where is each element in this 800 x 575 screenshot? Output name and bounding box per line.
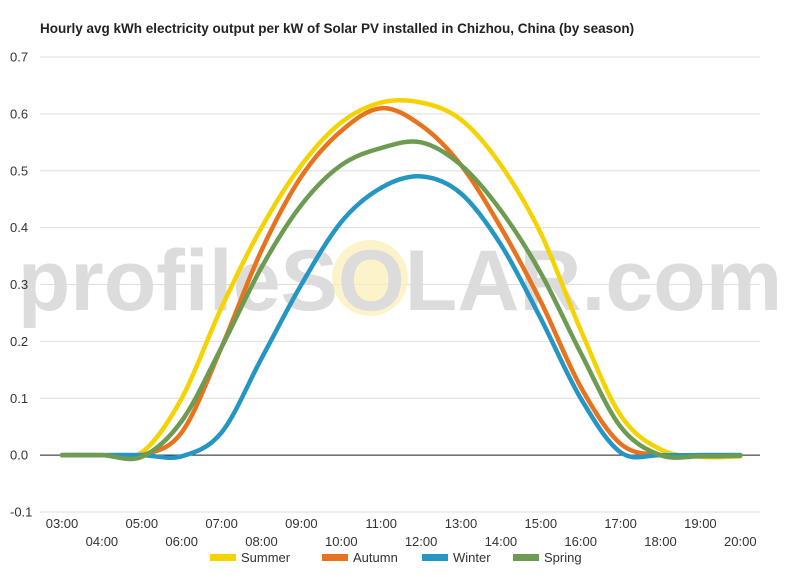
x-tick-label: 10:00 (325, 534, 358, 549)
watermark: profileSOLAR.com (18, 233, 783, 329)
legend: Summer Autumn Winter Spring (210, 550, 582, 565)
x-tick-label: 20:00 (724, 534, 757, 549)
legend-item-spring: Spring (513, 550, 582, 565)
legend-label: Winter (453, 550, 491, 565)
x-tick-label: 12:00 (405, 534, 438, 549)
x-tick-label: 14:00 (485, 534, 518, 549)
x-tick-label: 06:00 (165, 534, 198, 549)
y-tick-label: -0.1 (10, 505, 32, 520)
y-tick-label: 0.7 (10, 50, 28, 65)
legend-swatch (210, 554, 236, 561)
x-tick-label: 03:00 (46, 516, 79, 531)
x-tick-label: 18:00 (644, 534, 677, 549)
series-line-spring (59, 139, 743, 462)
legend-swatch (422, 554, 448, 561)
series-line-summer (59, 97, 743, 460)
x-tick-label: 04:00 (86, 534, 119, 549)
y-tick-label: 0.2 (10, 334, 28, 349)
y-tick-label: 0.5 (10, 163, 28, 178)
y-tick-label: 0.1 (10, 391, 28, 406)
x-tick-label: 16:00 (564, 534, 597, 549)
legend-item-summer: Summer (210, 550, 291, 565)
legend-swatch (513, 554, 539, 561)
legend-label: Autumn (353, 550, 398, 565)
legend-label: Summer (241, 550, 291, 565)
x-tick-label: 19:00 (684, 516, 717, 531)
x-tick-label: 11:00 (365, 516, 397, 531)
x-tick-label: 05:00 (126, 516, 159, 531)
x-tick-label: 17:00 (604, 516, 637, 531)
y-tick-label: 0.6 (10, 106, 28, 121)
y-tick-label: 0.4 (10, 220, 28, 235)
y-axis: -0.1 0.0 0.1 0.2 0.3 0.4 0.5 0.6 0.7 (10, 50, 32, 520)
x-tick-label: 13:00 (445, 516, 478, 531)
x-tick-label: 15:00 (525, 516, 558, 531)
chart-title: Hourly avg kWh electricity output per kW… (40, 21, 634, 36)
x-axis: 03:00 04:00 05:00 06:00 07:00 08:00 09:00 10:00… (46, 516, 757, 549)
x-tick-label: 08:00 (245, 534, 278, 549)
watermark-text: profileSOLAR.com (18, 233, 783, 329)
series-line-autumn (59, 105, 743, 460)
x-tick-label: 07:00 (205, 516, 238, 531)
y-tick-label: 0.3 (10, 277, 28, 292)
legend-item-autumn: Autumn (322, 550, 398, 565)
series (59, 97, 743, 462)
legend-swatch (322, 554, 348, 561)
legend-label: Spring (544, 550, 582, 565)
y-tick-label: 0.0 (10, 448, 28, 463)
x-tick-label: 09:00 (285, 516, 318, 531)
legend-item-winter: Winter (422, 550, 491, 565)
series-line-winter (59, 174, 743, 460)
watermark-sun-icon (332, 240, 408, 316)
